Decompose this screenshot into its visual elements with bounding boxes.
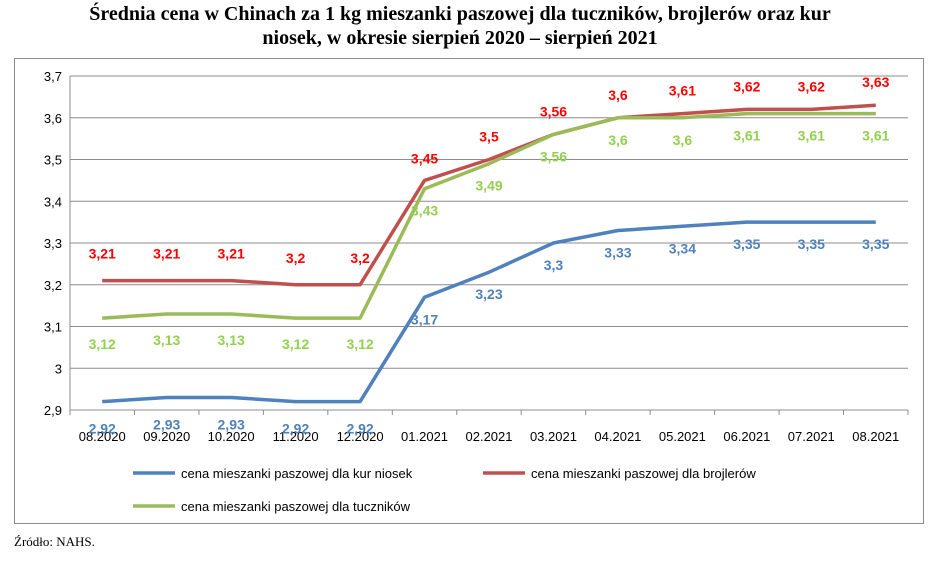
data-label: 3,12 — [89, 336, 116, 352]
x-tick-label: 07.2021 — [788, 429, 835, 444]
data-label: 3,21 — [153, 246, 180, 262]
legend-label-2: cena mieszanki paszowej dla brojlerów — [531, 466, 756, 481]
data-label: 3,35 — [798, 236, 825, 252]
data-label: 3,35 — [862, 236, 889, 252]
data-label: 3,33 — [604, 244, 631, 260]
source-note: Źródło: NAHS. — [14, 534, 95, 549]
data-label: 3,61 — [733, 128, 760, 144]
data-label: 3,61 — [862, 128, 889, 144]
y-tick-label: 3,6 — [44, 111, 62, 126]
legend-label-3: cena mieszanki paszowej dla tuczników — [181, 499, 411, 514]
series-line-2 — [102, 103, 876, 287]
data-label: 3,6 — [673, 132, 693, 148]
data-label: 2,93 — [153, 416, 180, 432]
x-tick-label: 03.2021 — [530, 429, 577, 444]
x-tick-label: 04.2021 — [594, 429, 641, 444]
x-tick-label: 02.2021 — [466, 429, 513, 444]
legend-label-1: cena mieszanki paszowej dla kur niosek — [181, 466, 413, 481]
chart-title-line-2: niosek, w okresie sierpień 2020 – sierpi… — [262, 27, 658, 49]
data-label: 3,6 — [608, 132, 628, 148]
y-tick-label: 3,2 — [44, 278, 62, 293]
data-label: 3,5 — [479, 129, 499, 145]
data-label: 3,43 — [411, 203, 438, 219]
x-tick-label: 10.2020 — [208, 429, 255, 444]
data-label: 3,6 — [608, 87, 628, 103]
data-label: 3,12 — [346, 336, 373, 352]
x-tick-label: 12.2020 — [337, 429, 384, 444]
data-label: 3,13 — [218, 332, 245, 348]
data-label: 2,92 — [282, 421, 309, 437]
data-label: 3,23 — [475, 286, 502, 302]
data-label: 3,45 — [411, 150, 438, 166]
x-tick-label: 08.2021 — [852, 429, 899, 444]
data-label: 3,63 — [862, 74, 889, 90]
y-tick-label: 3,4 — [44, 194, 62, 209]
data-label: 3,62 — [798, 78, 825, 94]
y-tick-label: 3,5 — [44, 153, 62, 168]
y-tick-label: 3,3 — [44, 236, 62, 251]
data-label: 3,17 — [411, 311, 438, 327]
data-label: 3,56 — [540, 148, 567, 164]
chart-title-line-1: Średnia cena w Chinach za 1 kg mieszanki… — [89, 3, 831, 25]
x-tick-label: 06.2021 — [723, 429, 770, 444]
series-line-1 — [102, 220, 876, 404]
data-label: 2,92 — [89, 421, 116, 437]
data-label: 3,61 — [669, 83, 696, 99]
data-label: 2,93 — [218, 416, 245, 432]
data-label: 3,2 — [350, 250, 370, 266]
x-tick-label: 05.2021 — [659, 429, 706, 444]
chart-title: Średnia cena w Chinach za 1 kg mieszanki… — [0, 2, 920, 50]
data-label: 3,49 — [475, 178, 502, 194]
data-label: 3,34 — [669, 240, 696, 256]
x-tick-label: 08.2020 — [79, 429, 126, 444]
x-tick-label: 09.2020 — [143, 429, 190, 444]
y-tick-label: 3,1 — [44, 320, 62, 335]
line-chart: 2,933,13,23,33,43,53,63,708.2020 09.2020 1… — [44, 69, 909, 514]
y-tick-label: 3,7 — [44, 69, 62, 84]
series-line-3 — [102, 111, 876, 320]
data-label: 3,56 — [540, 103, 567, 119]
x-tick-label: 01.2021 — [401, 429, 448, 444]
chart-frame: 2,9 3 3,1 3,2 3,3 3,4 3,5 3,6 3,7 08.2020 09.2020 1… — [14, 58, 924, 524]
data-label: 3,21 — [89, 246, 116, 262]
data-label: 2,92 — [346, 421, 373, 437]
data-label: 3,35 — [733, 236, 760, 252]
y-tick-label: 3 — [55, 361, 62, 376]
data-label: 3,12 — [282, 336, 309, 352]
x-tick-label: 11.2020 — [273, 429, 319, 444]
data-label: 3,21 — [218, 246, 245, 262]
data-label: 3,3 — [544, 257, 564, 273]
y-tick-label: 2,9 — [44, 403, 62, 418]
data-label: 3,61 — [798, 128, 825, 144]
data-label: 3,62 — [733, 78, 760, 94]
data-label: 3,13 — [153, 332, 180, 348]
data-label: 3,2 — [286, 250, 306, 266]
